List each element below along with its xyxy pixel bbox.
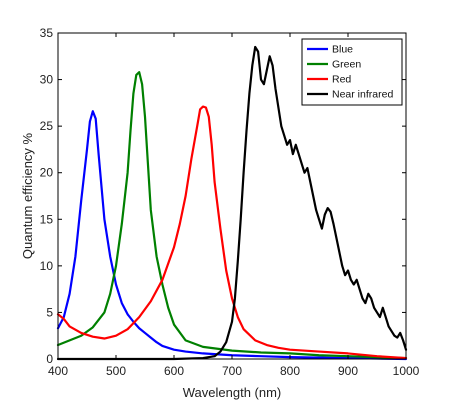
y-tick-label-20: 20 (40, 166, 54, 180)
legend-label-red: Red (332, 74, 351, 86)
series-layer (56, 45, 408, 361)
y-tick-label-25: 25 (40, 119, 54, 133)
legend-label-near-infrared: Near infrared (332, 89, 393, 101)
x-tick-label-400: 400 (48, 364, 68, 378)
series-line-red (56, 105, 408, 360)
y-tick-label-35: 35 (40, 26, 54, 40)
y-tick-label-30: 30 (40, 73, 54, 87)
x-tick-label-700: 700 (222, 364, 242, 378)
legend-label-green: Green (332, 59, 361, 71)
x-axis-label: Wavelength (nm) (183, 385, 282, 400)
x-tick-label-500: 500 (106, 364, 126, 378)
y-tick-label-5: 5 (46, 305, 53, 319)
x-tick-label-1000: 1000 (393, 364, 420, 378)
ticks-layer: 400 500 600 700 800 900 1000 0 5 10 15 20 25 30 35 (40, 26, 420, 378)
x-tick-label-900: 900 (338, 364, 358, 378)
y-tick-label-15: 15 (40, 212, 54, 226)
legend: Blue Green Red Near infrared (301, 38, 403, 106)
x-tick-label-600: 600 (164, 364, 184, 378)
legend-label-blue: Blue (332, 44, 353, 56)
y-tick-label-0: 0 (46, 352, 53, 366)
y-tick-label-10: 10 (40, 259, 54, 273)
x-tick-label-800: 800 (280, 364, 300, 378)
series-line-near-infrared (56, 45, 408, 361)
series-line-green (56, 71, 408, 360)
y-axis-label: Quantum efficiency % (20, 132, 35, 259)
